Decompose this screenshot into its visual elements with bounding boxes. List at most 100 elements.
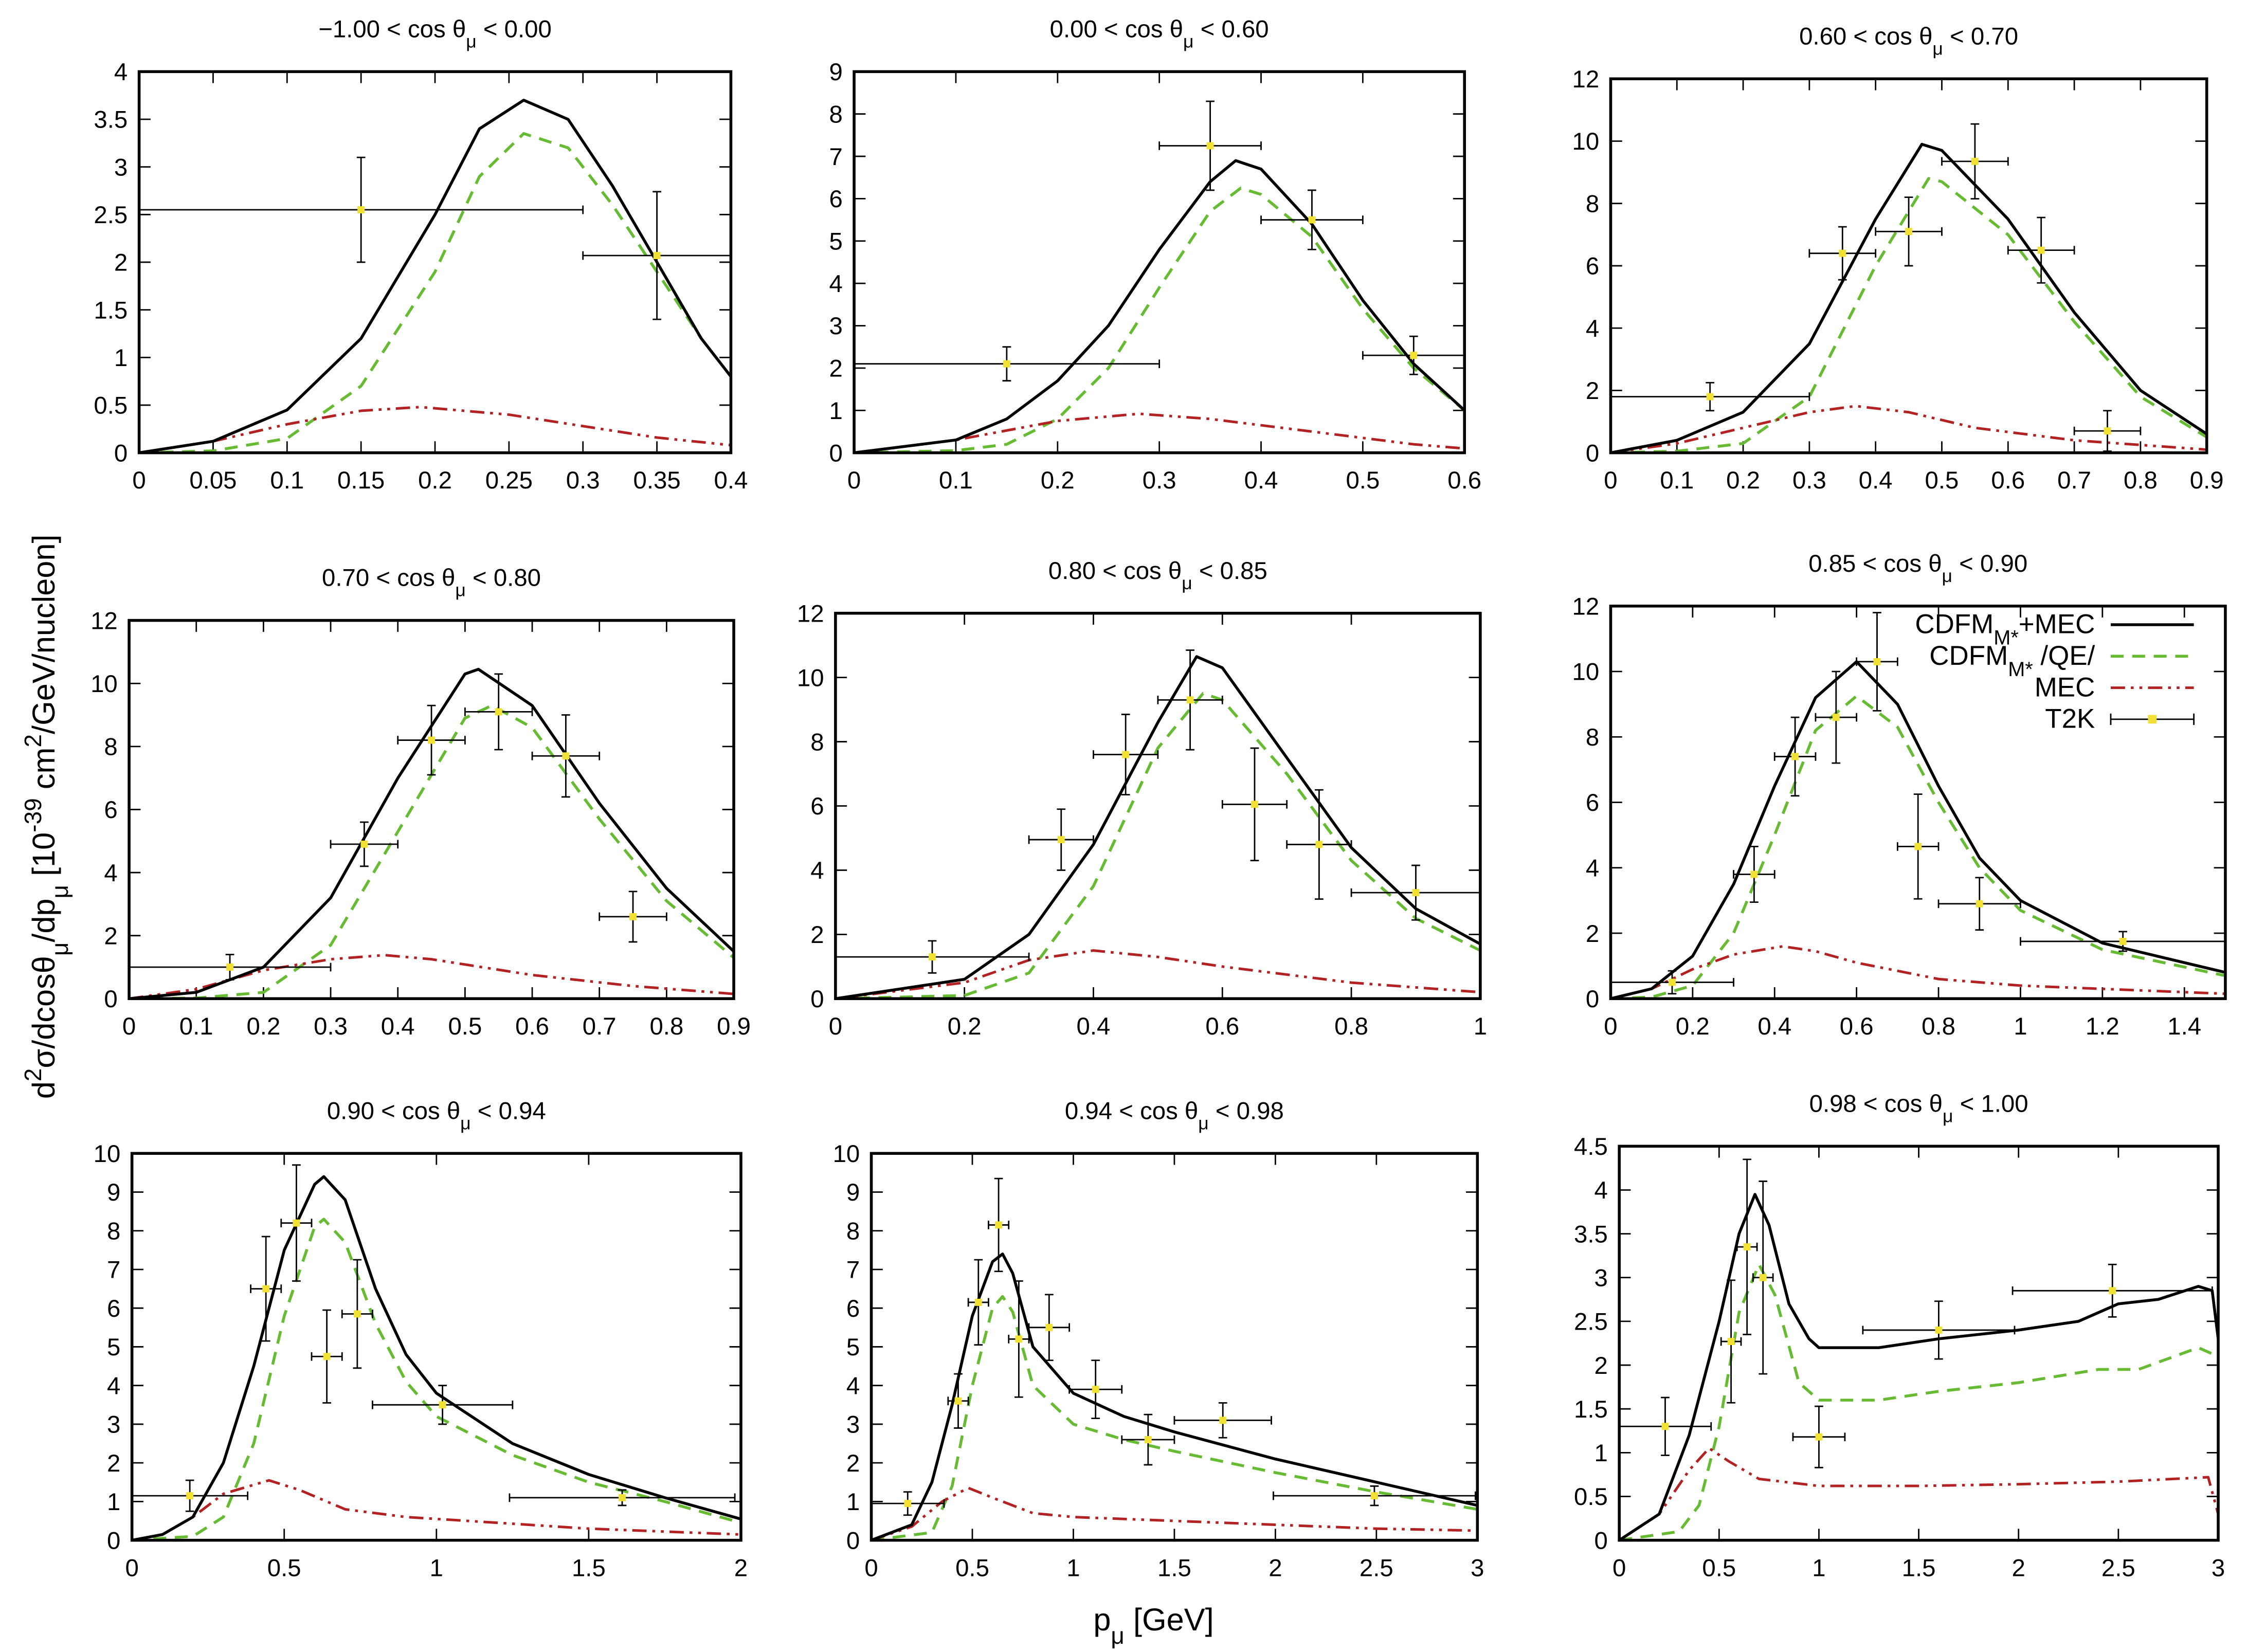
x-tick-label: 2 bbox=[1269, 1554, 1282, 1582]
marker bbox=[954, 1397, 962, 1405]
y-tick-label: 2.5 bbox=[1574, 1309, 1608, 1336]
panel-2: 0.00 < cos θμ < 0.60 0 0.1 0.2 0.3 0.4 0.5 0.6 0… bbox=[829, 15, 1481, 494]
marker bbox=[1122, 751, 1130, 758]
y-tick-label: 7 bbox=[107, 1257, 120, 1284]
y-tick-label: 0.5 bbox=[94, 392, 128, 420]
label-part: CDFM bbox=[1915, 609, 1994, 640]
t2k-data-point bbox=[139, 156, 584, 263]
marker bbox=[1410, 352, 1418, 359]
x-tick-label: 0.6 bbox=[1205, 1013, 1239, 1040]
panel-4: 0.70 < cos θμ < 0.80 0 0.1 0.2 0.3 0.4 0.5 0.6 0… bbox=[90, 565, 751, 1040]
label-part: −1.00 < cos θ bbox=[318, 15, 466, 43]
x-tick-label: 0.1 bbox=[179, 1013, 213, 1040]
x-tick-label: 0.3 bbox=[566, 467, 600, 494]
x-tick-label: 2 bbox=[734, 1554, 748, 1582]
label-part: [GeV] bbox=[1125, 1602, 1214, 1637]
t2k-data-point bbox=[2012, 1263, 2213, 1318]
qe-curve bbox=[854, 187, 1465, 453]
x-tick-label: 0.05 bbox=[189, 467, 237, 494]
total-curve bbox=[132, 1175, 741, 1540]
mec-curve bbox=[871, 1486, 1478, 1540]
y-axis-label: d2σ/dcosθμ/dpμ [10-39 cm2/GeV/nucleon] bbox=[20, 534, 73, 1099]
label-part: μ bbox=[1942, 566, 1952, 586]
y-tick-label: 5 bbox=[829, 228, 842, 255]
y-tick-label: 2 bbox=[1594, 1352, 1608, 1379]
qe-curve bbox=[129, 704, 734, 999]
t2k-data-point bbox=[1121, 1413, 1175, 1466]
y-tick-label: 4 bbox=[846, 1372, 860, 1400]
y-tick-label: 0 bbox=[1586, 986, 1599, 1013]
marker bbox=[1815, 1433, 1823, 1441]
marker bbox=[1669, 978, 1676, 986]
label-part: CDFM bbox=[1929, 641, 2008, 671]
y-tick-label: 3 bbox=[846, 1411, 860, 1439]
mec-curve bbox=[854, 412, 1465, 453]
x-tick-label: 0.8 bbox=[1334, 1013, 1368, 1040]
y-tick-label: 4 bbox=[829, 270, 842, 298]
plot-frame bbox=[1609, 604, 2227, 1001]
t2k-data-point bbox=[1736, 1158, 1758, 1335]
x-tick-label: 0.2 bbox=[1676, 1013, 1710, 1040]
label-part: /GeV/nucleon] bbox=[26, 534, 61, 734]
y-tick-label: 7 bbox=[829, 143, 842, 171]
t2k-data-point bbox=[1221, 747, 1288, 862]
marker bbox=[1661, 1423, 1669, 1430]
t2k-data-point bbox=[1937, 877, 2021, 931]
x-tick-label: 0 bbox=[1604, 1013, 1617, 1040]
marker bbox=[439, 1401, 446, 1409]
x-tick-label: 1.4 bbox=[2167, 1013, 2201, 1040]
label-part: 0.85 < cos θ bbox=[1808, 550, 1942, 577]
marker bbox=[1832, 714, 1840, 721]
y-tick-label: 3.5 bbox=[1574, 1221, 1608, 1248]
t2k-data-point bbox=[372, 1385, 514, 1425]
y-tick-label: 8 bbox=[104, 734, 117, 761]
marker bbox=[226, 964, 234, 971]
marker bbox=[1092, 1386, 1099, 1393]
y-tick-label: 4.5 bbox=[1574, 1133, 1608, 1160]
x-tick-label: 0 bbox=[1612, 1554, 1626, 1582]
label-part: 0.98 < cos θ bbox=[1809, 1090, 1943, 1117]
total-curve bbox=[139, 98, 731, 453]
t2k-data-point bbox=[280, 1164, 313, 1282]
t2k-data-point bbox=[835, 940, 1030, 974]
panel-title: 0.80 < cos θμ < 0.85 bbox=[1048, 557, 1267, 593]
panel-title: 0.85 < cos θμ < 0.90 bbox=[1808, 550, 2027, 586]
legend-label: CDFMM*+MEC bbox=[1915, 609, 2095, 649]
label-part: σ/dcosθ bbox=[26, 956, 61, 1068]
y-tick-label: 3.5 bbox=[94, 106, 128, 134]
marker bbox=[1976, 900, 1983, 907]
label-part: < 0.90 bbox=[1952, 550, 2027, 577]
legend-label: MEC bbox=[2035, 672, 2095, 702]
y-tick-label: 0 bbox=[1594, 1527, 1608, 1554]
plot-frame bbox=[869, 1152, 1479, 1542]
x-tick-label: 1.5 bbox=[1902, 1554, 1936, 1582]
marker bbox=[1370, 1492, 1378, 1500]
label-part: < 0.98 bbox=[1209, 1097, 1284, 1124]
y-tick-label: 12 bbox=[1572, 593, 1599, 620]
x-tick-label: 0.8 bbox=[2124, 467, 2158, 494]
x-tick-label: 0.2 bbox=[948, 1013, 982, 1040]
plot-frame bbox=[834, 611, 1482, 1001]
marker bbox=[186, 1492, 194, 1500]
x-tick-label: 0.35 bbox=[633, 467, 681, 494]
x-tick-label: 0.6 bbox=[1840, 1013, 1874, 1040]
plot-frame bbox=[853, 70, 1466, 455]
t2k-data-point bbox=[132, 1479, 249, 1512]
x-tick-label: 0.3 bbox=[1792, 467, 1826, 494]
marker bbox=[1057, 836, 1065, 844]
y-tick-label: 4 bbox=[107, 1372, 120, 1400]
y-tick-label: 9 bbox=[107, 1179, 120, 1206]
t2k-data-point bbox=[1815, 670, 1858, 764]
marker bbox=[357, 206, 365, 214]
label-part: μ bbox=[1182, 573, 1192, 593]
y-tick-label: 0 bbox=[810, 986, 824, 1013]
t2k-data-point bbox=[1362, 335, 1465, 375]
total-curve bbox=[854, 159, 1465, 453]
t2k-data-point bbox=[599, 891, 667, 943]
x-tick-label: 0.2 bbox=[1726, 467, 1760, 494]
panel-6: 0.85 < cos θμ < 0.90 0 0.2 0.4 0.6 0.8 1 1.2 1.4… bbox=[1572, 550, 2227, 1040]
panel-9: 0.98 < cos θμ < 1.00 0 0.5 1 1.5 2 2.5 3 0 0.5 1 1.… bbox=[1574, 1090, 2225, 1582]
x-tick-label: 0.4 bbox=[1859, 467, 1893, 494]
t2k-data-point bbox=[1068, 1359, 1123, 1420]
